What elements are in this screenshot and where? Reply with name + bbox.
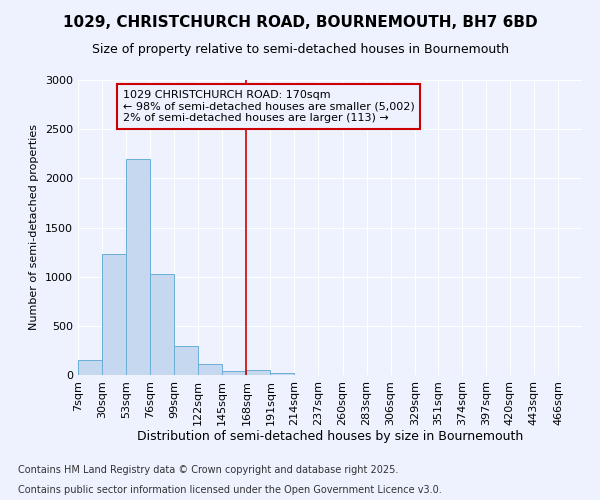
Text: Contains HM Land Registry data © Crown copyright and database right 2025.: Contains HM Land Registry data © Crown c… — [18, 465, 398, 475]
Text: Size of property relative to semi-detached houses in Bournemouth: Size of property relative to semi-detach… — [91, 42, 509, 56]
Bar — [102, 254, 126, 375]
Bar — [150, 274, 174, 375]
Bar — [174, 346, 198, 375]
Bar — [247, 370, 271, 375]
Bar — [78, 360, 102, 375]
Text: 1029, CHRISTCHURCH ROAD, BOURNEMOUTH, BH7 6BD: 1029, CHRISTCHURCH ROAD, BOURNEMOUTH, BH… — [62, 15, 538, 30]
Text: 1029 CHRISTCHURCH ROAD: 170sqm
← 98% of semi-detached houses are smaller (5,002): 1029 CHRISTCHURCH ROAD: 170sqm ← 98% of … — [123, 90, 415, 123]
Text: Contains public sector information licensed under the Open Government Licence v3: Contains public sector information licen… — [18, 485, 442, 495]
Bar — [271, 372, 295, 375]
Bar — [198, 364, 222, 375]
Bar — [126, 158, 150, 375]
Bar — [222, 370, 247, 375]
Y-axis label: Number of semi-detached properties: Number of semi-detached properties — [29, 124, 40, 330]
X-axis label: Distribution of semi-detached houses by size in Bournemouth: Distribution of semi-detached houses by … — [137, 430, 523, 444]
